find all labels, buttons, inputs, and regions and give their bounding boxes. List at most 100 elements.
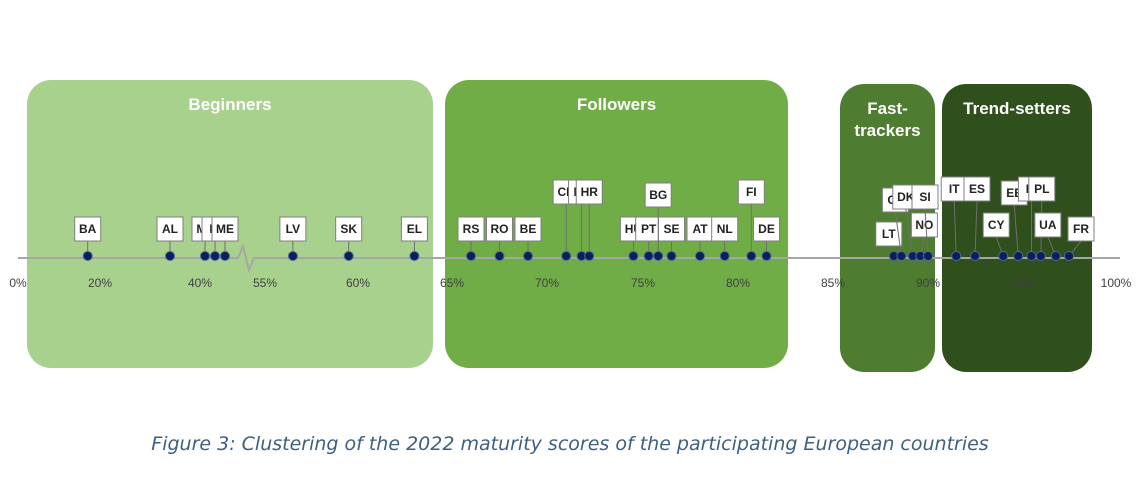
data-point-marker [628,251,639,261]
data-point-marker [343,251,354,261]
country-label: DE [758,222,775,236]
country-label: SE [663,222,679,236]
figure-caption: Figure 3: Clustering of the 2022 maturit… [151,433,989,455]
country-points: BAALMTISMELVSKELRSROBECHLUHRHUPTBGSEATNL… [74,176,1095,261]
point-cy: CY [982,212,1010,261]
data-point-marker [653,251,664,261]
point-pl: PL [1028,176,1056,261]
country-label: SK [340,222,357,236]
country-label: AT [692,222,708,236]
data-point-marker [409,251,420,261]
label-box [279,216,307,242]
data-point-marker [666,251,677,261]
country-label: EL [407,222,422,236]
data-point-marker [970,251,980,261]
data-point-marker [466,251,476,261]
tick-label: 90% [916,276,940,290]
point-fr: FR [1064,216,1095,261]
label-box [400,216,428,242]
point-it: IT [940,176,968,261]
country-label: BG [649,188,667,202]
leader-line [974,200,978,257]
cluster-trend-setters: Trend-setters [942,84,1092,372]
axis-break-icon [232,242,262,274]
country-label: HR [581,185,599,199]
label-box [940,176,968,202]
leader-line [924,208,929,257]
point-ua: UA [1034,212,1062,261]
point-si: SI [911,184,939,261]
data-point-marker [165,251,175,261]
tick-label: 85% [821,276,845,290]
cluster-panels: Beginners Followers Fast-trackers Trend-set… [27,80,1092,372]
point-ba: BA [74,216,102,261]
country-label: FR [1073,222,1089,236]
point-sk: SK [335,216,363,261]
cluster-followers: Followers [445,80,788,368]
tick-label: 0% [9,276,27,290]
data-point-marker [1064,251,1074,261]
point-al: AL [156,216,184,261]
data-point-marker [220,251,230,261]
maturity-cluster-chart: Beginners Followers Fast-trackers Trend-set… [9,80,1132,372]
country-label: NL [717,222,733,236]
country-label: UA [1039,218,1057,232]
leader-line [953,200,957,257]
tick-label: 60% [346,276,370,290]
leader-line [905,208,914,257]
label-box [737,179,765,205]
tick-label: 100% [1101,276,1132,290]
tick-label: 95% [1010,276,1034,290]
country-label: IT [949,182,960,196]
country-label: DK [897,190,915,204]
axis-tick-labels: 0% 20% 40% 55% 60% 65% 70% 75% 80% 85% 90% 95% 100% [9,276,1131,290]
tick-label: 20% [88,276,112,290]
tick-label: 80% [726,276,750,290]
data-point-marker [287,251,298,261]
country-label: ME [216,222,234,236]
point-ro: RO [486,216,513,261]
label-box [711,216,739,242]
country-label: LT [882,227,896,241]
label-box [156,216,184,242]
data-point-marker [200,251,210,261]
data-point-marker [896,251,907,261]
cluster-panel [445,80,788,368]
data-point-marker [1026,251,1037,261]
label-box [1067,216,1095,242]
point-fi: FI [737,179,765,261]
data-point-marker [643,251,654,261]
point-es: ES [963,176,991,261]
label-box [658,216,685,242]
point-de: DE [753,216,780,261]
leader-line [1013,204,1019,257]
country-label: RO [491,222,509,236]
leader-line [894,211,902,257]
data-point-marker [523,251,533,261]
data-point-marker [561,251,572,261]
point-hr: HR [575,179,603,261]
data-point-marker [695,251,705,261]
label-box [575,179,603,205]
data-point-marker [1035,251,1046,261]
tick-label: 70% [535,276,559,290]
label-box [686,216,714,242]
tick-label: 55% [253,276,277,290]
tick-label: 75% [631,276,655,290]
tick-label: 65% [440,276,464,290]
label-box [911,184,939,210]
data-point-marker [584,251,595,261]
data-point-marker [82,251,93,261]
data-point-marker [923,251,933,261]
label-box [514,216,542,242]
country-label: LV [286,222,300,236]
data-point-marker [719,251,730,261]
cluster-title: Trend-setters [963,99,1071,118]
label-box [910,212,938,238]
country-label: CY [988,218,1005,232]
tick-label: 40% [188,276,212,290]
label-box [335,216,363,242]
label-box [211,216,239,242]
cluster-panel [942,84,1092,372]
data-point-marker [1050,251,1061,261]
